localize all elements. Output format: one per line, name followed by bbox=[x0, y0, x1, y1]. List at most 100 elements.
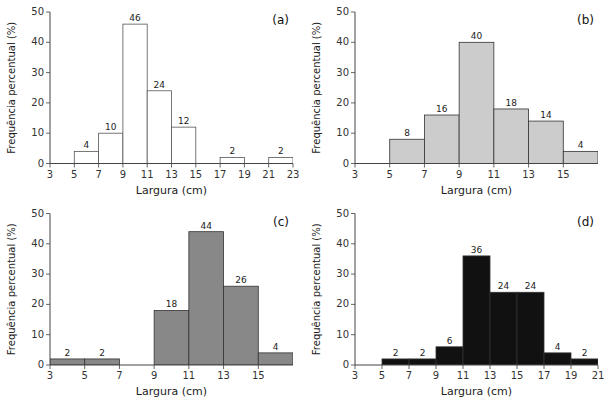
x-axis bbox=[50, 163, 293, 164]
data-label: 24 bbox=[525, 281, 537, 291]
x-tick bbox=[493, 164, 494, 168]
x-tick-label: 5 bbox=[82, 370, 88, 381]
data-label: 18 bbox=[166, 299, 178, 309]
y-tick-label: 40 bbox=[336, 36, 349, 47]
x-tick bbox=[98, 164, 99, 168]
x-tick bbox=[50, 164, 51, 168]
x-tick bbox=[598, 365, 599, 369]
x-tick bbox=[154, 365, 155, 369]
y-tick bbox=[351, 133, 355, 134]
y-tick-label: 20 bbox=[336, 97, 349, 108]
x-tick bbox=[258, 365, 259, 369]
x-tick bbox=[490, 365, 491, 369]
bar bbox=[409, 359, 436, 365]
y-tick bbox=[351, 334, 355, 335]
data-label: 2 bbox=[278, 146, 284, 156]
y-tick-label: 0 bbox=[38, 158, 44, 169]
x-tick bbox=[244, 164, 245, 168]
x-tick bbox=[223, 365, 224, 369]
y-tick-label: 50 bbox=[336, 6, 349, 17]
y-tick bbox=[46, 334, 50, 335]
bar bbox=[50, 359, 85, 365]
y-tick bbox=[46, 133, 50, 134]
bar bbox=[220, 157, 244, 163]
x-tick-label: 15 bbox=[557, 169, 570, 180]
data-label: 2 bbox=[582, 348, 588, 358]
x-tick bbox=[171, 164, 172, 168]
bar bbox=[436, 347, 463, 365]
x-tick-label: 21 bbox=[262, 169, 275, 180]
data-label: 44 bbox=[200, 221, 212, 231]
y-tick bbox=[46, 102, 50, 103]
y-axis bbox=[50, 214, 51, 366]
bar bbox=[99, 133, 123, 163]
y-tick bbox=[351, 12, 355, 13]
x-tick bbox=[571, 365, 572, 369]
x-tick-label: 19 bbox=[238, 169, 251, 180]
x-tick-label: 7 bbox=[95, 169, 101, 180]
bar bbox=[85, 359, 120, 365]
x-axis bbox=[50, 365, 293, 366]
x-tick-label: 19 bbox=[565, 370, 578, 381]
x-tick-label: 7 bbox=[116, 370, 122, 381]
x-axis-label: Largura (cm) bbox=[441, 184, 512, 197]
x-tick-label: 7 bbox=[421, 169, 427, 180]
y-tick-label: 50 bbox=[336, 208, 349, 219]
y-tick bbox=[46, 304, 50, 305]
panel-label: (c) bbox=[273, 215, 289, 229]
bar bbox=[258, 353, 293, 365]
x-axis-label: Largura (cm) bbox=[136, 385, 207, 398]
x-tick bbox=[147, 164, 148, 168]
bar bbox=[172, 127, 196, 163]
data-label: 4 bbox=[84, 140, 90, 150]
bar bbox=[224, 286, 259, 365]
bar bbox=[424, 115, 459, 163]
bar bbox=[563, 151, 598, 163]
bar bbox=[459, 42, 494, 163]
y-tick bbox=[46, 72, 50, 73]
y-axis-label: Frequência percentual (%) bbox=[311, 22, 322, 154]
x-tick bbox=[517, 365, 518, 369]
y-axis-label: Frequência percentual (%) bbox=[311, 223, 322, 355]
x-tick-label: 5 bbox=[387, 169, 393, 180]
x-axis bbox=[355, 365, 598, 366]
bar bbox=[74, 151, 98, 163]
y-axis-label: Frequência percentual (%) bbox=[6, 22, 17, 154]
data-label: 18 bbox=[505, 98, 517, 108]
y-tick-label: 30 bbox=[336, 268, 349, 279]
panel-label: (a) bbox=[272, 13, 289, 27]
bar bbox=[154, 310, 189, 365]
panel: 010203040503579111315221844264Largura (c… bbox=[6, 208, 293, 399]
y-tick bbox=[46, 12, 50, 13]
data-label: 2 bbox=[64, 348, 70, 358]
x-tick-label: 13 bbox=[484, 370, 497, 381]
data-label: 14 bbox=[540, 110, 552, 120]
x-tick-label: 17 bbox=[214, 169, 227, 180]
y-tick-label: 0 bbox=[343, 158, 349, 169]
data-label: 24 bbox=[498, 281, 510, 291]
x-tick bbox=[220, 164, 221, 168]
panel: 01020304050357911131517192122636242442La… bbox=[311, 208, 604, 399]
x-tick bbox=[463, 365, 464, 369]
data-label: 4 bbox=[555, 342, 561, 352]
x-tick bbox=[528, 164, 529, 168]
bars bbox=[382, 256, 598, 365]
x-tick bbox=[563, 164, 564, 168]
y-axis bbox=[50, 12, 51, 164]
y-tick bbox=[46, 365, 50, 366]
x-tick bbox=[195, 164, 196, 168]
bar bbox=[517, 292, 544, 365]
y-tick bbox=[351, 213, 355, 214]
bar bbox=[571, 359, 598, 365]
y-tick-label: 10 bbox=[336, 127, 349, 138]
y-tick bbox=[351, 72, 355, 73]
x-tick bbox=[122, 164, 123, 168]
y-tick-label: 40 bbox=[31, 36, 44, 47]
data-label: 2 bbox=[99, 348, 105, 358]
x-tick-label: 13 bbox=[217, 370, 230, 381]
x-tick bbox=[436, 365, 437, 369]
data-label: 4 bbox=[273, 342, 279, 352]
x-tick bbox=[293, 164, 294, 168]
y-tick-label: 30 bbox=[31, 67, 44, 78]
x-tick-label: 9 bbox=[151, 370, 157, 381]
